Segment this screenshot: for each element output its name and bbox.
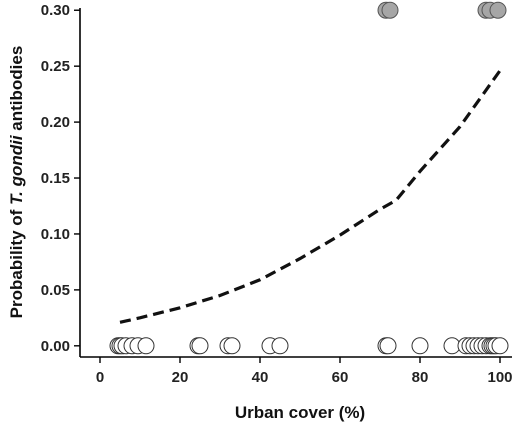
points-layer	[109, 1, 509, 355]
y-axis-ticks: 0.00 0.05 0.10 0.15 0.20 0.25 0.30	[41, 2, 80, 355]
y-tick-label: 0.20	[41, 114, 70, 131]
y-axis-title-part: antibodies	[7, 46, 26, 136]
seronegative-point	[491, 337, 509, 355]
x-tick-label: 100	[487, 369, 512, 386]
y-tick-label: 0.25	[41, 58, 70, 75]
seronegative-point	[411, 337, 429, 355]
x-tick-label: 60	[332, 369, 349, 386]
seropositive-point	[489, 1, 507, 19]
y-axis-title-part: Probability of	[7, 205, 26, 318]
x-axis-ticks: 0 20 40 60 80 100	[96, 357, 513, 386]
seropositive-point	[381, 1, 399, 19]
seronegative-point	[191, 337, 209, 355]
fitted-probability-curve	[119, 69, 502, 324]
y-tick-label: 0.15	[41, 170, 70, 187]
x-tick-label: 20	[172, 369, 189, 386]
y-axis-title: Probability of T. gondii antibodies	[7, 46, 26, 319]
seronegative-point	[379, 337, 397, 355]
fitted-curve-layer	[119, 69, 502, 324]
x-tick-label: 40	[252, 369, 269, 386]
seronegative-point	[223, 337, 241, 355]
axes	[79, 8, 512, 358]
x-axis-title: Urban cover (%)	[235, 403, 365, 422]
x-tick-label: 0	[96, 369, 104, 386]
seronegative-point	[271, 337, 289, 355]
x-tick-label: 80	[412, 369, 429, 386]
y-tick-label: 0.30	[41, 2, 70, 19]
seronegative-point	[137, 337, 155, 355]
y-tick-label: 0.10	[41, 226, 70, 243]
y-tick-label: 0.00	[41, 338, 70, 355]
y-axis-title-italic-part: T. gondii	[7, 134, 26, 205]
y-tick-label: 0.05	[41, 282, 70, 299]
